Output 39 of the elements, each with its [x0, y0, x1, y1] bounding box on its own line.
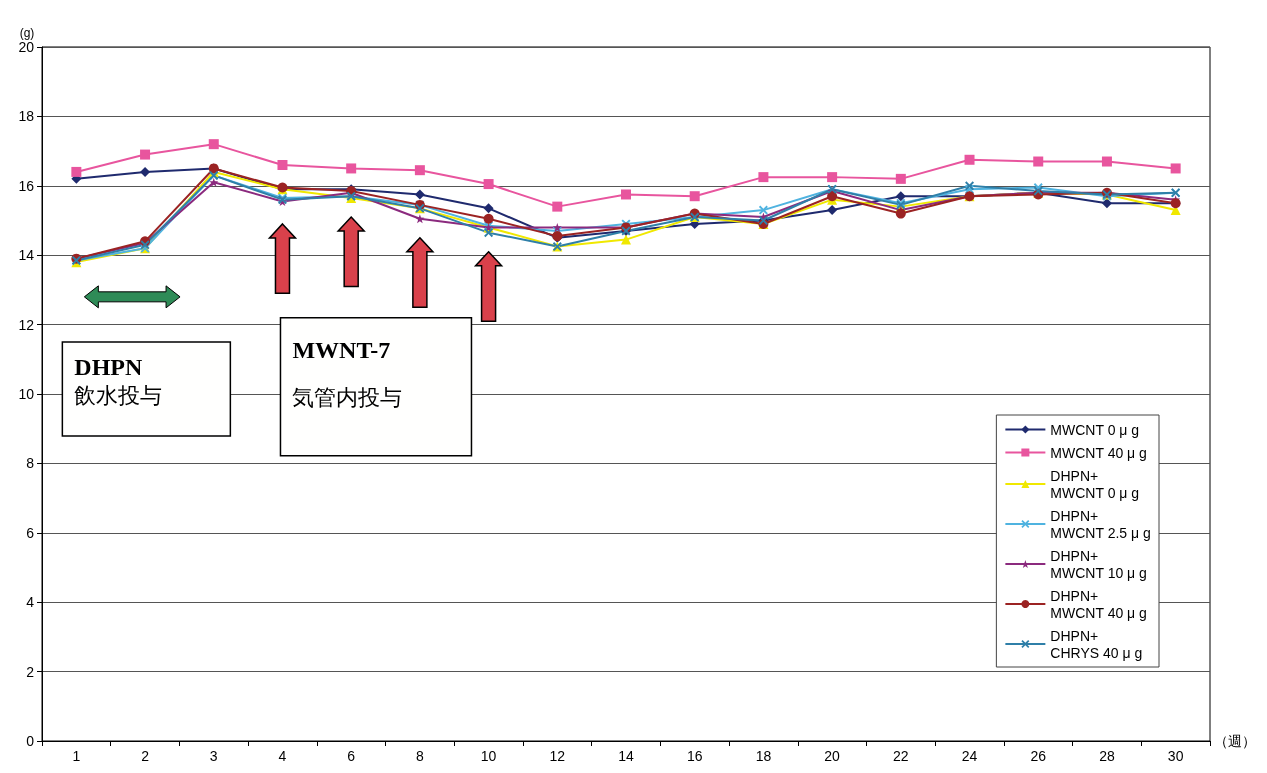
x-tick-label: 14 [618, 748, 634, 764]
legend-label: DHPN+ CHRYS 40 μ g [1050, 627, 1143, 661]
y-tick-label: 18 [18, 108, 35, 125]
y-tick-label: 14 [18, 247, 35, 264]
x-tick-label: 16 [686, 748, 703, 764]
x-tick-label: 30 [1167, 748, 1184, 764]
legend-label: DHPN+ MWCNT 10 μ g [1050, 547, 1147, 581]
y-tick-label: 16 [18, 177, 35, 194]
x-tick-label: 8 [415, 748, 424, 764]
y-tick-label: 10 [18, 386, 35, 402]
y-tick-label: 4 [26, 594, 35, 611]
x-tick-label: 18 [755, 748, 772, 764]
legend-label: DHPN+ MWCNT 0 μ g [1050, 467, 1140, 501]
x-tick-label: 1 [72, 748, 81, 764]
x-tick-label: 26 [1030, 748, 1047, 764]
y-tick-label: 8 [26, 455, 35, 472]
x-axis-title: （週） [1214, 733, 1256, 749]
legend-label: DHPN+ MWCNT 40 μ g [1050, 587, 1147, 621]
x-tick-label: 4 [278, 748, 287, 764]
legend-label: DHPN+ MWCNT 2.5 μ g [1050, 507, 1151, 541]
x-tick-label: 2 [141, 748, 150, 764]
x-tick-label: 22 [893, 748, 909, 764]
x-tick-label: 20 [824, 748, 841, 764]
x-tick-label: 28 [1099, 748, 1115, 764]
legend-label: MWCNT 40 μ g [1050, 444, 1147, 461]
x-tick-label: 3 [209, 748, 218, 764]
x-tick-label: 24 [961, 748, 978, 764]
x-tick-label: 10 [480, 748, 497, 764]
y-tick-label: 20 [18, 39, 35, 55]
y-tick-label: 2 [26, 663, 35, 680]
y-tick-label: 12 [18, 316, 35, 333]
annotation: MWNT-7 気管内投与 [292, 336, 403, 411]
x-tick-label: 6 [347, 748, 356, 764]
legend-label: MWCNT 0 μ g [1050, 421, 1140, 438]
x-tick-label: 12 [549, 748, 566, 764]
y-tick-label: 6 [26, 524, 35, 541]
y-tick-label: 0 [26, 733, 35, 749]
y-axis-title: (g) [19, 26, 35, 40]
annotation: DHPN 飲水投与 [74, 353, 163, 409]
